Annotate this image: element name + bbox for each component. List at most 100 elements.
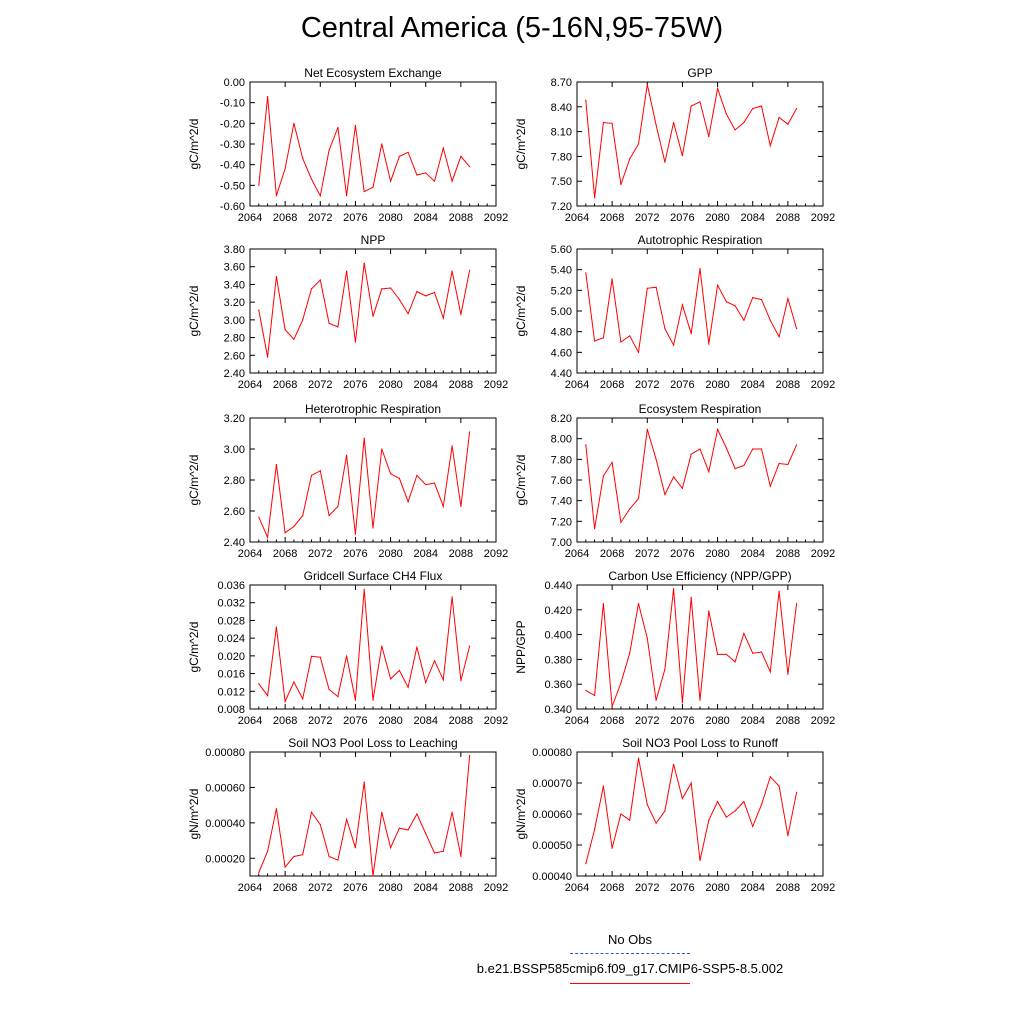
chart-title: Heterotrophic Respiration	[305, 402, 441, 416]
data-point	[646, 637, 648, 639]
chart-title: Soil NO3 Pool Loss to Leaching	[288, 736, 457, 750]
data-point	[407, 313, 409, 315]
x-tick-label: 2072	[308, 548, 332, 560]
data-point	[433, 180, 436, 182]
x-tick-label: 2088	[449, 548, 473, 560]
data-point	[284, 700, 286, 703]
x-tick-label: 2084	[413, 212, 437, 224]
x-tick-label: 2084	[413, 548, 437, 560]
plot-frame	[249, 584, 497, 710]
y-tick-label: 3.40	[224, 279, 245, 291]
y-tick-label: 4.80	[551, 327, 572, 339]
y-axis-label: gN/m^2/d	[187, 789, 201, 840]
y-axis-label: NPP/GPP	[514, 620, 528, 673]
x-tick-label: 2080	[378, 379, 402, 391]
y-tick-label: 2.60	[224, 350, 245, 362]
y-tick-label: 3.20	[224, 297, 245, 309]
x-tick-label: 2088	[776, 212, 800, 224]
data-point	[310, 474, 313, 476]
data-point	[469, 431, 471, 433]
x-tick-label: 2064	[238, 882, 262, 894]
data-point	[460, 155, 462, 157]
data-point	[416, 474, 418, 476]
data-point	[796, 603, 798, 605]
chart-panel: Carbon Use Efficiency (NPP/GPP) NPP/GPP 20…	[514, 569, 835, 727]
data-point	[655, 699, 657, 701]
data-point	[611, 278, 613, 280]
data-point	[664, 810, 666, 812]
y-tick-label: 0.024	[217, 633, 245, 645]
data-point	[752, 297, 754, 299]
data-point	[433, 660, 436, 662]
data-point	[594, 528, 596, 530]
y-tick-label: 5.40	[551, 265, 572, 277]
data-point	[416, 174, 418, 176]
data-point	[734, 468, 736, 470]
x-tick-label: 2088	[449, 715, 473, 727]
data-point	[787, 835, 789, 837]
data-point	[469, 645, 471, 647]
y-tick-label: 0.020	[217, 651, 245, 663]
chart-title: Soil NO3 Pool Loss to Runoff	[622, 736, 779, 750]
data-point	[460, 680, 462, 682]
data-point	[664, 668, 666, 670]
data-point	[717, 801, 719, 803]
data-point	[267, 850, 269, 852]
data-point	[258, 871, 260, 874]
data-point	[611, 847, 613, 849]
chart-title: Ecosystem Respiration	[639, 402, 762, 416]
data-point	[284, 168, 286, 170]
x-tick-label: 2092	[484, 379, 508, 391]
data-point	[319, 656, 321, 658]
y-tick-label: 3.00	[224, 315, 245, 327]
data-point	[451, 811, 453, 813]
data-point	[372, 527, 374, 529]
data-point	[769, 671, 771, 673]
data-point	[319, 279, 321, 281]
x-tick-label: 2068	[273, 882, 297, 894]
data-point	[690, 105, 692, 107]
data-point	[699, 699, 701, 701]
x-tick-label: 2092	[484, 548, 508, 560]
y-tick-label: 7.20	[551, 201, 572, 213]
data-point	[760, 804, 763, 806]
data-point	[337, 696, 339, 698]
data-point	[664, 161, 666, 163]
data-point	[717, 428, 719, 430]
data-point	[267, 95, 269, 98]
data-point	[425, 681, 427, 684]
data-point	[425, 484, 427, 486]
y-tick-label: 3.00	[224, 444, 245, 456]
y-tick-label: 8.20	[551, 413, 572, 425]
y-tick-label: 0.00040	[205, 818, 245, 830]
x-tick-label: 2088	[776, 715, 800, 727]
data-point	[664, 493, 666, 496]
y-tick-label: 0.00080	[532, 747, 572, 759]
x-tick-label: 2076	[670, 379, 694, 391]
x-tick-label: 2092	[811, 548, 835, 560]
plot-frame	[249, 248, 497, 374]
data-point	[769, 776, 771, 778]
data-point	[258, 184, 260, 186]
y-tick-label: -0.60	[220, 201, 245, 213]
x-tick-label: 2072	[308, 212, 332, 224]
x-tick-label: 2088	[776, 548, 800, 560]
x-tick-label: 2092	[811, 212, 835, 224]
data-point	[310, 288, 313, 290]
data-point	[433, 291, 436, 293]
data-point	[602, 785, 605, 787]
series-line	[585, 588, 798, 707]
legend-obs-line	[570, 953, 690, 954]
y-tick-label: 7.20	[551, 516, 572, 528]
data-point	[363, 588, 365, 591]
data-point	[416, 813, 418, 815]
x-tick-label: 2076	[670, 882, 694, 894]
series-line	[585, 427, 798, 529]
data-point	[629, 508, 631, 510]
data-point	[372, 699, 374, 701]
data-point	[611, 705, 613, 708]
data-point	[673, 763, 675, 766]
data-point	[743, 319, 745, 321]
y-tick-label: 0.00070	[532, 778, 572, 790]
y-axis-label: gC/m^2/d	[187, 119, 201, 170]
